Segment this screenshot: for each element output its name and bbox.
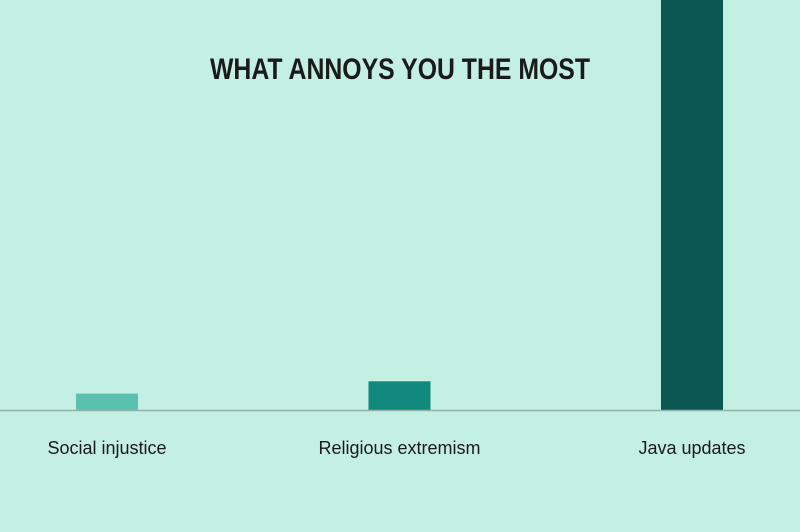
bar: [76, 393, 138, 410]
chart-title: WHAT ANNOYS YOU THE MOST: [210, 53, 590, 86]
bar: [661, 0, 723, 410]
bar: [368, 381, 431, 410]
x-tick-label: Social injustice: [47, 438, 166, 458]
x-tick-label: Religious extremism: [318, 438, 480, 458]
x-tick-label: Java updates: [638, 438, 745, 458]
